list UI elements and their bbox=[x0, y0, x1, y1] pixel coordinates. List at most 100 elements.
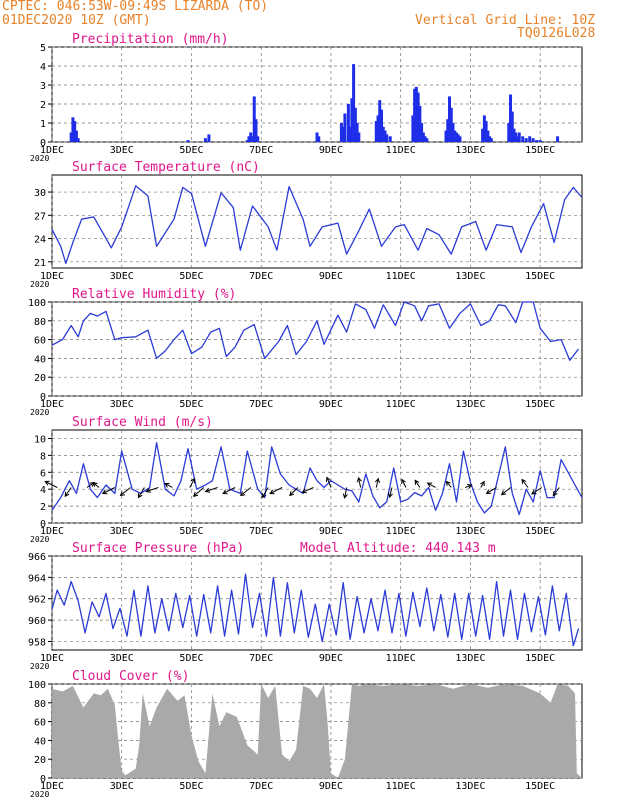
precip-bar bbox=[411, 115, 415, 142]
precip-bar bbox=[510, 111, 514, 142]
cloud-cover-area bbox=[52, 684, 582, 778]
precipitation-mm-h-xtick-label: 1DEC bbox=[40, 145, 64, 156]
cloud-cover-xtick-label: 5DEC bbox=[179, 781, 203, 792]
relative-humidity-xtick-label: 15DEC bbox=[525, 399, 555, 410]
cloud-cover-ytick-label: 100 bbox=[28, 680, 46, 691]
wind-arrow-head bbox=[190, 477, 195, 484]
precip-bar bbox=[420, 123, 424, 142]
wind-arrow-shaft bbox=[240, 487, 252, 496]
surface-temperature-nc-xtick-label: 7DEC bbox=[249, 271, 273, 282]
relative-humidity-xtick-label: 1DEC bbox=[40, 399, 64, 410]
precip-bar bbox=[378, 100, 382, 142]
wind-arrow-shaft bbox=[427, 482, 436, 488]
surface-wind-m-s-xtick-label: 15DEC bbox=[525, 526, 555, 537]
precip-bar bbox=[538, 140, 542, 142]
cloud-cover-ytick-label: 40 bbox=[34, 736, 46, 747]
precip-bar bbox=[484, 121, 488, 142]
wind-arrow-head bbox=[521, 478, 527, 484]
relative-humidity-year-label: 2020 bbox=[30, 408, 49, 417]
surface-wind-m-s-ytick-label: 8 bbox=[40, 451, 46, 462]
wind-arrow-head bbox=[325, 476, 331, 483]
wind-arrow-shaft bbox=[137, 487, 145, 498]
cloud-cover-ytick-label: 20 bbox=[34, 755, 46, 766]
surface-temperature-nc-title: Surface Temperature (nC) bbox=[72, 160, 260, 175]
relative-humidity-ytick-label: 20 bbox=[34, 373, 46, 384]
relative-humidity-xtick-label: 7DEC bbox=[249, 399, 273, 410]
precip-bar bbox=[416, 92, 420, 142]
surface-pressure-hpa-xtick-label: 3DEC bbox=[110, 653, 134, 664]
precip-bar bbox=[380, 109, 384, 142]
precip-bar bbox=[352, 64, 356, 142]
wind-arrow-shaft bbox=[552, 487, 560, 496]
precip-bar bbox=[388, 136, 392, 142]
precipitation-mm-h-xtick-label: 7DEC bbox=[249, 145, 273, 156]
surface-temperature-nc-series-line bbox=[51, 185, 583, 264]
header-model-id: TQ0126L028 bbox=[517, 26, 596, 41]
surface-pressure-hpa-ytick-label: 966 bbox=[28, 552, 46, 563]
precip-bar bbox=[531, 138, 535, 142]
wind-arrow-head bbox=[64, 491, 70, 498]
wind-arrow-shaft bbox=[414, 480, 421, 488]
wind-arrow-shaft bbox=[465, 484, 472, 488]
precip-bar bbox=[488, 136, 492, 142]
precip-bar bbox=[413, 88, 417, 142]
surface-temperature-nc-xtick-label: 1DEC bbox=[40, 271, 64, 282]
precip-bar bbox=[489, 138, 493, 142]
precip-bar bbox=[245, 140, 249, 142]
header-run-time: 01DEC2020 10Z (GMT) bbox=[2, 13, 151, 28]
wind-arrow-shaft bbox=[45, 481, 58, 488]
wind-arrow-shaft bbox=[501, 487, 511, 496]
wind-arrow-head bbox=[531, 489, 537, 495]
precip-bar bbox=[74, 130, 78, 142]
precipitation-mm-h-year-label: 2020 bbox=[30, 154, 49, 163]
wind-arrow-head bbox=[480, 480, 485, 486]
surface-pressure-hpa-title: Surface Pressure (hPa) bbox=[72, 541, 244, 556]
surface-pressure-hpa-ytick-label: 958 bbox=[28, 637, 46, 648]
wind-arrow-shaft bbox=[92, 482, 100, 488]
precip-bar bbox=[482, 115, 486, 142]
surface-temperature-nc-xtick-label: 9DEC bbox=[319, 271, 343, 282]
precip-bar bbox=[425, 138, 429, 142]
surface-pressure-hpa-xtick-label: 13DEC bbox=[455, 653, 485, 664]
cloud-cover-ytick-label: 60 bbox=[34, 718, 46, 729]
precip-bar bbox=[448, 96, 451, 142]
precip-bar bbox=[339, 123, 343, 142]
header-location: CPTEC: 046:53W-09:49S LIZARDA (TO) bbox=[2, 0, 269, 14]
precip-bar bbox=[444, 130, 448, 142]
wind-arrow-head bbox=[301, 488, 307, 494]
wind-arrow-head bbox=[552, 490, 558, 497]
surface-wind-m-s-xtick-label: 5DEC bbox=[179, 526, 203, 537]
wind-arrow-head bbox=[145, 487, 151, 493]
surface-wind-m-s-frame bbox=[51, 429, 583, 524]
precip-bar bbox=[343, 113, 347, 142]
relative-humidity-xtick-label: 11DEC bbox=[386, 399, 416, 410]
wind-arrow-shaft bbox=[193, 487, 205, 497]
wind-arrow-head bbox=[204, 487, 211, 493]
cloud-cover-year-label: 2020 bbox=[30, 790, 49, 799]
wind-arrow-shaft bbox=[302, 487, 314, 493]
surface-pressure-hpa-ytick-label: 962 bbox=[28, 595, 46, 606]
wind-arrow-head bbox=[374, 477, 380, 484]
precipitation-mm-h-ytick-label: 5 bbox=[40, 43, 46, 54]
wind-arrow-shaft bbox=[261, 487, 269, 498]
surface-wind-m-s-ytick-label: 6 bbox=[40, 468, 46, 479]
wind-arrow-head bbox=[414, 479, 420, 485]
wind-arrow-head bbox=[401, 478, 406, 485]
precip-bar bbox=[521, 136, 525, 142]
wind-arrow-head bbox=[239, 491, 246, 497]
precip-bar bbox=[252, 96, 256, 142]
surface-wind-m-s-ytick-label: 2 bbox=[40, 502, 46, 513]
precip-bar bbox=[203, 138, 207, 142]
precip-bar bbox=[535, 140, 539, 142]
wind-arrow-shaft bbox=[64, 487, 72, 497]
wind-arrow-head bbox=[222, 489, 228, 495]
surface-wind-m-s-ytick-label: 0 bbox=[40, 519, 46, 530]
wind-arrow-shaft bbox=[86, 482, 95, 488]
precip-bar bbox=[528, 136, 532, 142]
wind-arrow-shaft bbox=[446, 481, 452, 488]
precip-bar bbox=[71, 117, 75, 142]
relative-humidity-series-line bbox=[51, 301, 580, 361]
precip-bar bbox=[317, 136, 321, 142]
precip-bar bbox=[355, 123, 359, 142]
surface-wind-m-s-xtick-label: 3DEC bbox=[110, 526, 134, 537]
